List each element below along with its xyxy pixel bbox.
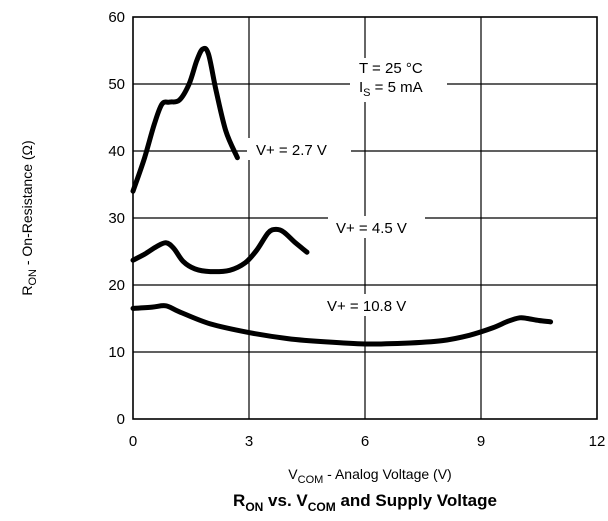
x-tick-label: 9 — [477, 433, 485, 450]
plot-frame — [132, 16, 598, 420]
xlabel-rest: - Analog Voltage (V) — [323, 466, 451, 482]
y-tick-label: 40 — [108, 143, 125, 160]
current-sub: S — [363, 87, 370, 99]
current-rest: = 5 mA — [371, 79, 423, 96]
xlabel-sub: COM — [298, 474, 324, 486]
title-mid-sub: COM — [308, 500, 336, 514]
y-tick-label: 50 — [108, 76, 125, 93]
y-tick-label: 60 — [108, 9, 125, 26]
series-layer — [130, 45, 554, 347]
title-main-sub: ON — [245, 500, 263, 514]
x-tick-label: 12 — [589, 433, 606, 450]
x-tick-labels: 0 3 6 9 12 — [129, 433, 606, 450]
temperature-annotation: T = 25 °C — [359, 60, 423, 77]
series-2-7v-line — [130, 45, 240, 194]
chart-title: RON vs. VCOM and Supply Voltage — [233, 491, 497, 514]
xlabel-main: V — [288, 466, 298, 482]
current-annotation: IS = 5 mA — [359, 79, 423, 99]
x-tick-label: 0 — [129, 433, 137, 450]
conditions-bg — [350, 58, 447, 102]
series-label-bg-1 — [247, 138, 351, 160]
y-tick-label: 0 — [117, 411, 125, 428]
y-tick-labels: 0 10 20 30 40 50 60 — [108, 9, 125, 428]
title-main: R — [233, 491, 245, 510]
series-label-bg-2 — [328, 216, 425, 238]
y-tick-label: 10 — [108, 344, 125, 361]
series-label-bg-3 — [318, 294, 433, 316]
series-label-2-7v: V+ = 2.7 V — [256, 142, 327, 159]
ylabel-main: R — [19, 286, 35, 296]
x-tick-label: 6 — [361, 433, 369, 450]
current-main: I — [359, 79, 363, 96]
series-10-8v-line — [130, 303, 554, 347]
series-label-4-5v: V+ = 4.5 V — [336, 220, 407, 237]
ylabel-rest: - On-Resistance (Ω) — [19, 140, 35, 269]
series-label-10-8v: V+ = 10.8 V — [327, 298, 406, 315]
y-tick-label: 30 — [108, 210, 125, 227]
title-end: and Supply Voltage — [336, 491, 497, 510]
y-axis-label: RON - On-Resistance (Ω) — [19, 140, 39, 295]
y-tick-label: 20 — [108, 277, 125, 294]
x-axis-label: VCOM - Analog Voltage (V) — [288, 466, 451, 486]
ylabel-sub: ON — [27, 269, 39, 286]
series-4-5v-line — [130, 226, 310, 275]
title-mid: vs. V — [263, 491, 308, 510]
x-tick-label: 3 — [245, 433, 253, 450]
